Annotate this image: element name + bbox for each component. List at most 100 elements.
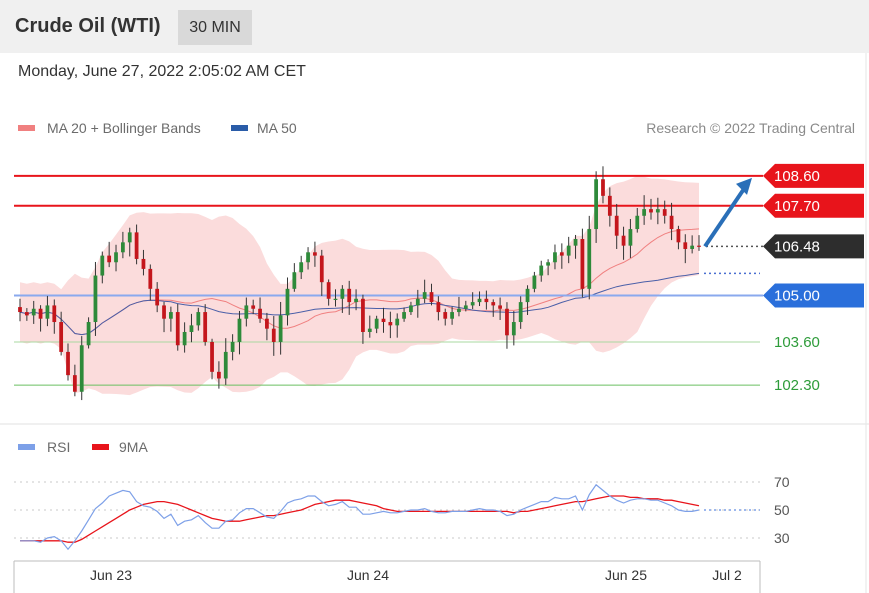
support-label: 105.00 <box>774 287 820 304</box>
candle-body <box>162 305 166 319</box>
candle-body <box>436 302 441 313</box>
x-tick-label: Jun 24 <box>347 567 389 583</box>
candle-body <box>367 328 372 332</box>
candle-body <box>470 302 475 306</box>
candle-body <box>683 242 688 249</box>
level-label: 102.30 <box>774 377 820 394</box>
candle-body <box>52 305 57 323</box>
candle-body <box>662 209 667 216</box>
candle-body <box>79 345 84 392</box>
candle-body <box>491 302 496 306</box>
candle-body <box>505 308 509 336</box>
ma50-legend-swatch <box>231 125 248 131</box>
candle-body <box>182 331 187 346</box>
rsi-tick-label: 30 <box>774 530 790 546</box>
candle-body <box>388 322 393 326</box>
candle-body <box>463 305 468 309</box>
candle-body <box>559 252 564 256</box>
candle-body <box>237 318 242 342</box>
candle-body <box>635 215 640 230</box>
candle-body <box>66 351 70 376</box>
candle-body <box>141 258 146 269</box>
candle-body <box>223 351 228 379</box>
candle-body <box>251 305 256 309</box>
candle-body <box>59 322 64 352</box>
candle-body <box>333 298 338 300</box>
current-price-tag <box>763 234 864 259</box>
candle-body <box>450 312 454 319</box>
candle-body <box>532 275 537 289</box>
candle-body <box>38 308 43 319</box>
bollinger-band <box>20 175 699 396</box>
timeframe-badge[interactable]: 30 MIN <box>178 10 252 45</box>
candle-body <box>134 232 139 259</box>
candle-body <box>299 262 304 273</box>
datetime-label: Monday, June 27, 2022 2:05:02 AM CET <box>18 63 306 80</box>
candle-body <box>169 312 173 319</box>
candle-body <box>573 239 578 246</box>
candle-body <box>265 318 269 329</box>
candle-body <box>72 375 77 392</box>
candle-body <box>402 312 406 319</box>
candle-body <box>86 322 91 346</box>
candle-body <box>601 179 605 196</box>
candle-body <box>697 245 701 247</box>
support-label-tag <box>763 283 864 308</box>
candle-body <box>443 312 448 319</box>
candle-body <box>676 229 681 243</box>
ma50-legend-label: MA 50 <box>257 120 297 136</box>
candle-body <box>642 209 647 216</box>
candle-body <box>319 255 324 283</box>
target-arrow-head <box>736 177 752 195</box>
candle-body <box>655 209 660 213</box>
instrument-title: Crude Oil (WTI) <box>15 15 161 37</box>
candle-body <box>566 245 571 256</box>
candle-body <box>621 235 626 246</box>
rsi-ma-line <box>20 495 700 543</box>
candle-body <box>230 341 235 352</box>
candle-body <box>326 282 331 299</box>
candle-body <box>511 322 516 336</box>
candle-body <box>649 209 653 213</box>
candle-body <box>546 262 550 266</box>
candle-body <box>258 308 262 319</box>
rsi-legend-swatch <box>18 444 35 450</box>
candle-body <box>203 312 208 342</box>
candle-body <box>313 252 317 256</box>
rsi-tick-label: 70 <box>774 474 790 490</box>
candle-body <box>429 292 434 303</box>
candle-body <box>484 298 489 303</box>
rsi-legend-label: RSI <box>47 439 70 455</box>
rsi-plot-area: 70 50 30 <box>14 474 790 551</box>
candle-body <box>340 288 345 299</box>
candle-body <box>525 288 530 303</box>
current-price-label: 106.48 <box>774 238 820 255</box>
candle-body <box>18 307 22 313</box>
candle-body <box>306 252 310 263</box>
candle-body <box>381 318 386 323</box>
candle-body <box>107 255 112 263</box>
candle-body <box>409 305 413 313</box>
candle-body <box>196 312 201 326</box>
candle-body <box>539 265 544 276</box>
candle-body <box>594 179 599 230</box>
target-arrow-shaft <box>703 184 748 248</box>
ma20-legend-swatch <box>18 125 35 131</box>
candle-body <box>628 229 633 246</box>
candle-body <box>354 298 358 303</box>
candle-body <box>45 305 50 319</box>
rsi-tick-label: 50 <box>774 502 790 518</box>
resistance-label-tag <box>763 163 864 188</box>
candle-body <box>93 275 98 323</box>
candle-body <box>244 305 249 319</box>
candle-body <box>175 312 180 346</box>
resistance-label: 107.70 <box>774 198 820 215</box>
candle-body <box>607 195 612 216</box>
candle-body <box>422 292 427 299</box>
candle-body <box>347 288 352 303</box>
candle-body <box>155 288 160 306</box>
candle-body <box>120 242 125 253</box>
candle-body <box>553 252 557 263</box>
